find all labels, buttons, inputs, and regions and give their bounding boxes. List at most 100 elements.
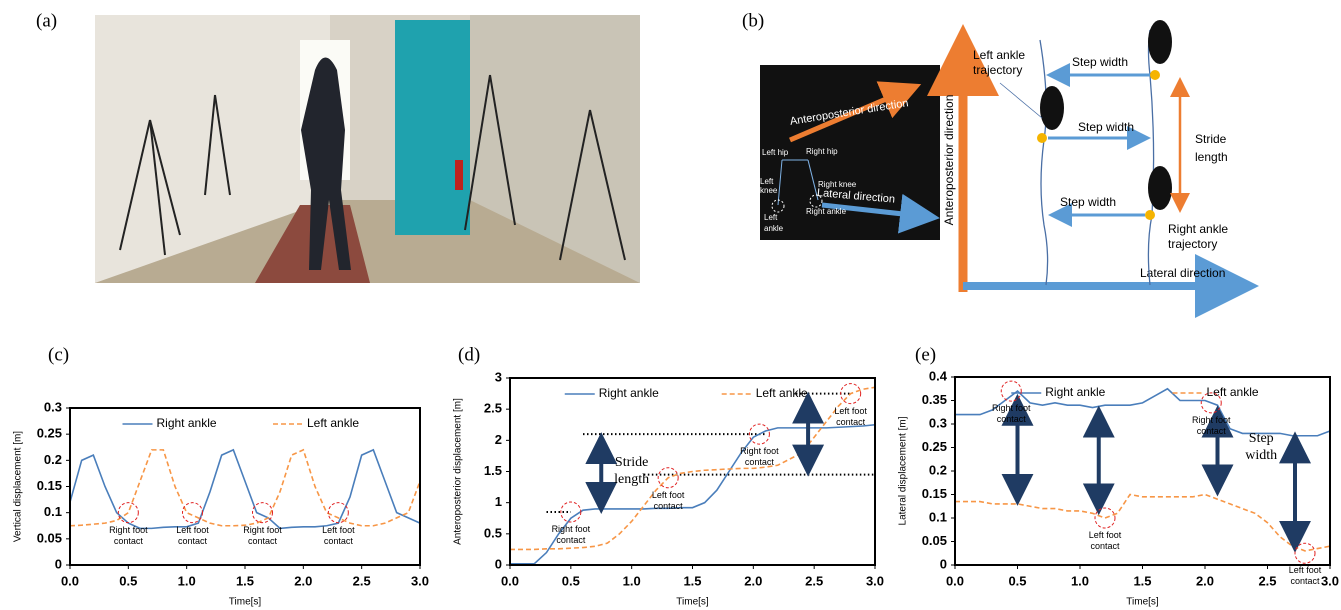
figure-canvas: (a) (b) (c) (d) (e) Anteroposterior dire…: [0, 0, 1341, 610]
x-tick-label: 1.0: [178, 573, 196, 588]
annotation-box: Left foot contact: [1275, 565, 1335, 591]
note-box: Stride length: [606, 454, 658, 494]
stride-length-label: Stride length: [1195, 130, 1243, 166]
inset-label: Left hip: [762, 148, 789, 157]
y-tick-label: 0: [55, 556, 62, 571]
y-tick-label: 0.1: [44, 504, 62, 519]
y-tick-label: 0.05: [922, 533, 947, 548]
annotation: Right foot contact: [1181, 415, 1241, 437]
step-width-label: Step width: [1078, 120, 1134, 134]
annotation-box: Left foot contact: [821, 406, 881, 432]
inset-label: Left knee: [760, 177, 782, 195]
annotation: Right foot contact: [233, 525, 293, 547]
x-tick-label: 2.5: [1258, 573, 1276, 588]
x-tick-label: 0.0: [501, 573, 519, 588]
contact-marker: [183, 503, 203, 523]
annotation-box: Right foot contact: [541, 524, 601, 550]
contact-marker: [1095, 508, 1115, 528]
y-tick-label: 0.25: [37, 426, 62, 441]
series-line: [955, 495, 1330, 551]
legend-label: Left ankle: [756, 386, 808, 400]
x-tick-label: 3.0: [866, 573, 884, 588]
legend-label: Right ankle: [157, 416, 217, 430]
x-tick-label: 1.5: [236, 573, 254, 588]
y-tick-label: 3: [495, 369, 502, 384]
x-tick-label: 3.0: [411, 573, 429, 588]
y-tick-label: 2: [495, 432, 502, 447]
x-tick-label: 0.5: [1008, 573, 1026, 588]
x-tick-label: 0.0: [61, 573, 79, 588]
y-tick-label: 0.2: [929, 462, 947, 477]
step-width-label: Step width: [1072, 55, 1128, 69]
note-box: Step width: [1235, 430, 1287, 470]
annotation: Right foot contact: [98, 525, 158, 547]
y-tick-label: 0.25: [922, 439, 947, 454]
x-axis-label: Time[s]: [1126, 597, 1159, 608]
panel-label: (b): [742, 10, 764, 31]
x-tick-label: 0.5: [119, 573, 137, 588]
annotation: Left foot contact: [1275, 565, 1335, 587]
legend-label: Left ankle: [307, 416, 359, 430]
panel-label: (e): [915, 344, 936, 365]
y-tick-label: 0: [940, 556, 947, 571]
legend-label: Left ankle: [1207, 385, 1259, 399]
photo: [95, 15, 640, 283]
step-width-label: Step width: [1060, 195, 1116, 209]
inset-label: Right hip: [806, 147, 838, 156]
x-tick-label: 0.0: [946, 573, 964, 588]
y-tick-label: 2.5: [484, 401, 502, 416]
y-tick-label: 1.5: [484, 463, 502, 478]
motion-capture-inset: Anteroposterior direction Lateral direct…: [760, 65, 940, 240]
x-tick-label: 2.5: [805, 573, 823, 588]
x-tick-label: 2.5: [353, 573, 371, 588]
annotation-box: Left foot contact: [1075, 530, 1135, 556]
y-tick-label: 0.05: [37, 530, 62, 545]
y-tick-label: 0.2: [44, 452, 62, 467]
annotation-box: Right foot contact: [981, 403, 1041, 429]
contact-marker: [253, 503, 273, 523]
y-tick-label: 0.3: [44, 399, 62, 414]
annotation-box: Left foot contact: [638, 490, 698, 516]
annotation: Left foot contact: [1075, 530, 1135, 552]
inset-label: Right ankle: [806, 207, 847, 216]
annotation-box: Right foot contact: [233, 525, 293, 551]
inset-label: Left ankle: [764, 212, 790, 234]
y-tick-label: 0.4: [929, 368, 948, 383]
y-tick-label: 0.15: [922, 486, 947, 501]
x-tick-label: 2.0: [1196, 573, 1214, 588]
x-tick-label: 2.0: [294, 573, 312, 588]
x-tick-label: 0.5: [562, 573, 580, 588]
panel-label: (c): [48, 344, 69, 365]
figure: (a) (b) (c) (d) (e) Anteroposterior dire…: [0, 0, 1341, 610]
axis-label: Lateral direction: [1140, 266, 1225, 280]
gait-diagram: Anteroposterior direction Lateral direct…: [942, 20, 1255, 292]
trajectory-label: Left ankle trajectory: [973, 48, 1043, 78]
x-tick-label: 1.5: [1133, 573, 1151, 588]
annotation: Left foot contact: [163, 525, 223, 547]
x-tick-label: 1.0: [1071, 573, 1089, 588]
y-tick-label: 0.15: [37, 478, 62, 493]
annotation-box: Right foot contact: [98, 525, 158, 551]
annotation-box: Right foot contact: [1181, 415, 1241, 441]
trajectory-label: Right ankle trajectory: [1168, 222, 1248, 252]
annotation-box: Left foot contact: [163, 525, 223, 551]
x-axis-label: Time[s]: [229, 597, 262, 608]
note: Step width: [1235, 430, 1287, 464]
y-tick-label: 1: [495, 494, 502, 509]
inset-label: Right knee: [818, 180, 857, 189]
annotation: Left foot contact: [308, 525, 368, 547]
y-tick-label: 0.5: [484, 525, 502, 540]
y-tick-label: 0.3: [929, 415, 947, 430]
contact-marker: [1295, 543, 1315, 563]
panel-label: (a): [36, 10, 57, 31]
axis-label: Anteroposterior direction: [942, 95, 956, 226]
y-tick-label: 0.35: [922, 392, 947, 407]
y-axis-label: Vertical displacement [m]: [13, 431, 24, 542]
series-line: [70, 450, 420, 526]
y-axis-label: Anteroposterior displacement [m]: [453, 398, 464, 545]
panel-label: (d): [458, 344, 480, 365]
legend-label: Right ankle: [1045, 385, 1105, 399]
annotation-box: Right foot contact: [729, 446, 789, 472]
x-axis-label: Time[s]: [676, 597, 709, 608]
note: Stride length: [606, 454, 658, 488]
